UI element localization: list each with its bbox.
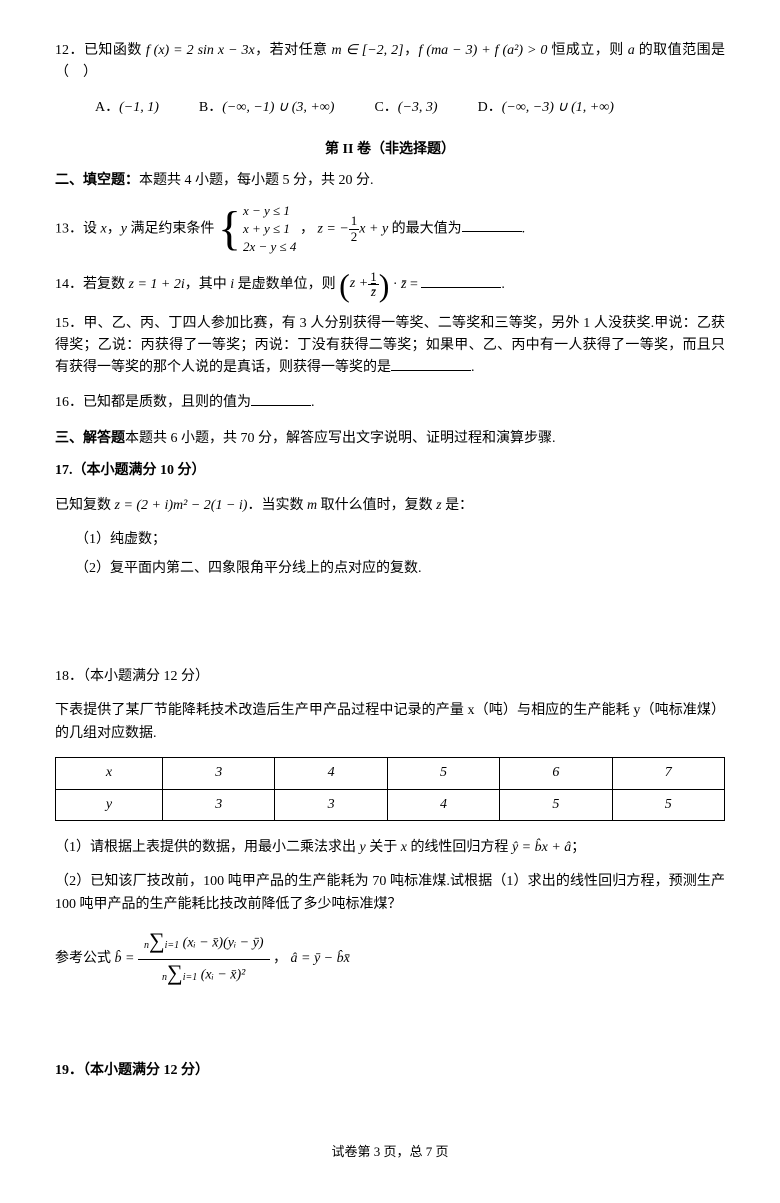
q12-options: A．(−1, 1) B．(−∞, −1) ∪ (3, +∞) C．(−3, 3)… — [95, 97, 725, 119]
q13-fraction: 12 — [349, 214, 360, 244]
q19-title: 19．（本小题满分 12 分） — [55, 1060, 725, 1082]
question-16: 16．已知都是质数，且则的值为. — [55, 392, 725, 414]
left-paren-icon: ( — [339, 269, 350, 301]
question-12: 12．已知函数 f (x) = 2 sin x − 3x，若对任意 m ∈ [−… — [55, 40, 725, 85]
question-13: 13．设 x，y 满足约束条件 { x − y ≤ 1 x + y ≤ 1 2x… — [55, 202, 725, 257]
q14-blank — [421, 274, 501, 288]
formula-fraction: n∑i=1 (xᵢ − x̄)(yᵢ − ȳ) n∑i=1 (xᵢ − x̄)² — [138, 928, 270, 990]
q12-ineq: f (ma − 3) + f (a²) > 0 — [419, 43, 548, 58]
page-footer: 试卷第 3 页，总 7 页 — [55, 1142, 725, 1163]
q18-sub2: （2）已知该厂技改前，100 吨甲产品的生产能耗为 70 吨标准煤.试根据（1）… — [55, 871, 725, 916]
q12-opt-c: C．(−3, 3) — [374, 97, 437, 119]
right-paren-icon: ) — [379, 269, 390, 301]
q18-formula: 参考公式 b̂ = n∑i=1 (xᵢ − x̄)(yᵢ − ȳ) n∑i=1 … — [55, 928, 725, 990]
q17-sub2: （2）复平面内第二、四象限角平分线上的点对应的复数. — [75, 558, 725, 580]
q12-opt-b: B．(−∞, −1) ∪ (3, +∞) — [199, 97, 335, 119]
table-row: y 3 3 4 5 5 — [56, 789, 725, 820]
q17-title: 17.（本小题满分 10 分） — [55, 460, 725, 482]
q12-opt-a: A．(−1, 1) — [95, 97, 159, 119]
left-brace-icon: { — [218, 205, 241, 253]
q18-title: 18．（本小题满分 12 分） — [55, 666, 725, 688]
q12-stem-d: 恒成立，则 — [547, 43, 627, 58]
q13-constraints: { x − y ≤ 1 x + y ≤ 1 2x − y ≤ 4 — [218, 202, 297, 257]
q12-stem-c: ， — [404, 43, 419, 58]
q13-blank — [462, 218, 522, 232]
q12-opt-d: D．(−∞, −3) ∪ (1, +∞) — [478, 97, 614, 119]
q14-fraction: 1z̄ — [368, 270, 379, 300]
question-17-stem: 已知复数 z = (2 + i)m² − 2(1 − i)．当实数 m 取什么值… — [55, 495, 725, 517]
q12-fx: f (x) = 2 sin x − 3x — [146, 43, 255, 58]
sigma-icon: n∑i=1 — [162, 962, 197, 988]
q17-sub1: （1）纯虚数； — [75, 529, 725, 551]
q14-paren: ( z + 1z̄ ) — [339, 269, 389, 301]
q15-blank — [391, 357, 471, 371]
q16-blank — [251, 392, 311, 406]
q12-stem-a: 12．已知函数 — [55, 43, 146, 58]
q18-stem: 下表提供了某厂节能降耗技术改造后生产甲产品过程中记录的产量 x（吨）与相应的生产… — [55, 700, 725, 745]
section-2-head: 二、填空题：本题共 4 小题，每小题 5 分，共 20 分. — [55, 170, 725, 192]
question-15: 15．甲、乙、丙、丁四人参加比赛，有 3 人分别获得一等奖、二等奖和三等奖，另外… — [55, 313, 725, 380]
q12-a: a — [628, 43, 635, 58]
q12-stem-b: ，若对任意 — [255, 43, 332, 58]
section-2-title: 第 II 卷（非选择题） — [55, 139, 725, 161]
sigma-icon: n∑i=1 — [144, 930, 179, 956]
section-3-head: 三、解答题本题共 6 小题，共 70 分，解答应写出文字说明、证明过程和演算步骤… — [55, 428, 725, 450]
q12-m: m ∈ [−2, 2] — [332, 43, 404, 58]
question-14: 14．若复数 z = 1 + 2i，其中 i 是虚数单位，则 ( z + 1z̄… — [55, 269, 725, 301]
table-row: x 3 4 5 6 7 — [56, 758, 725, 789]
q18-table: x 3 4 5 6 7 y 3 3 4 5 5 — [55, 757, 725, 821]
q18-sub1: （1）请根据上表提供的数据，用最小二乘法求出 y 关于 x 的线性回归方程 ŷ … — [55, 837, 725, 859]
